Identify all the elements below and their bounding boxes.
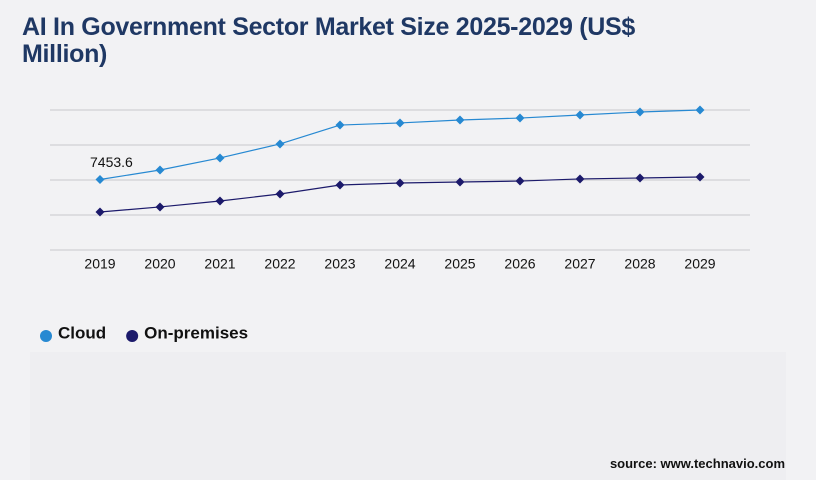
legend-text: Cloud — [58, 323, 106, 342]
x-tick-label: 2025 — [444, 256, 475, 272]
legend-marker — [40, 330, 52, 342]
x-tick-label: 2020 — [144, 256, 175, 272]
point — [95, 207, 105, 217]
x-tick-label: 2027 — [564, 256, 595, 272]
point — [395, 178, 405, 188]
point — [155, 202, 165, 212]
x-tick-label: 2028 — [624, 256, 655, 272]
x-tick-label: 2022 — [264, 256, 295, 272]
x-tick-label: 2024 — [384, 256, 415, 272]
point — [215, 196, 225, 206]
panel — [30, 352, 786, 480]
legend-marker — [126, 330, 139, 342]
x-tick-label: 2019 — [84, 256, 115, 272]
x-tick-label: 2029 — [684, 256, 715, 272]
point — [635, 107, 645, 117]
source: source: www.technavio.com — [609, 456, 785, 471]
point — [455, 115, 465, 125]
point — [575, 110, 585, 120]
legend-text: On-premises — [144, 323, 248, 342]
point — [335, 120, 345, 130]
point — [695, 172, 705, 182]
x-tick-label: 2026 — [504, 256, 535, 272]
chart-title: AI In Government Sector Market Size 2025… — [22, 13, 636, 68]
point — [455, 177, 465, 187]
point — [575, 174, 585, 184]
x-tick-label: 2023 — [324, 256, 355, 272]
point — [275, 189, 285, 199]
point — [335, 180, 345, 190]
point — [215, 153, 225, 163]
point — [155, 165, 165, 175]
point — [515, 113, 525, 123]
x-tick-label: 2021 — [204, 256, 235, 272]
point — [95, 174, 105, 184]
point — [635, 173, 645, 183]
data-label: 7453.6 — [90, 154, 133, 170]
point — [395, 118, 405, 128]
point — [695, 105, 705, 115]
point — [515, 176, 525, 186]
point — [275, 139, 285, 149]
